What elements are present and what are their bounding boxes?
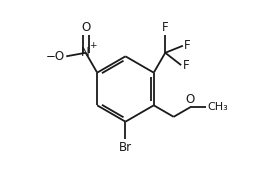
Text: F: F <box>162 21 168 34</box>
Text: −O: −O <box>46 50 65 63</box>
Text: O: O <box>186 93 195 106</box>
Text: F: F <box>184 39 191 52</box>
Text: F: F <box>183 59 189 72</box>
Text: O: O <box>81 21 90 34</box>
Text: +: + <box>90 41 97 50</box>
Text: CH₃: CH₃ <box>207 102 228 112</box>
Text: N: N <box>81 46 90 59</box>
Text: Br: Br <box>119 141 132 154</box>
